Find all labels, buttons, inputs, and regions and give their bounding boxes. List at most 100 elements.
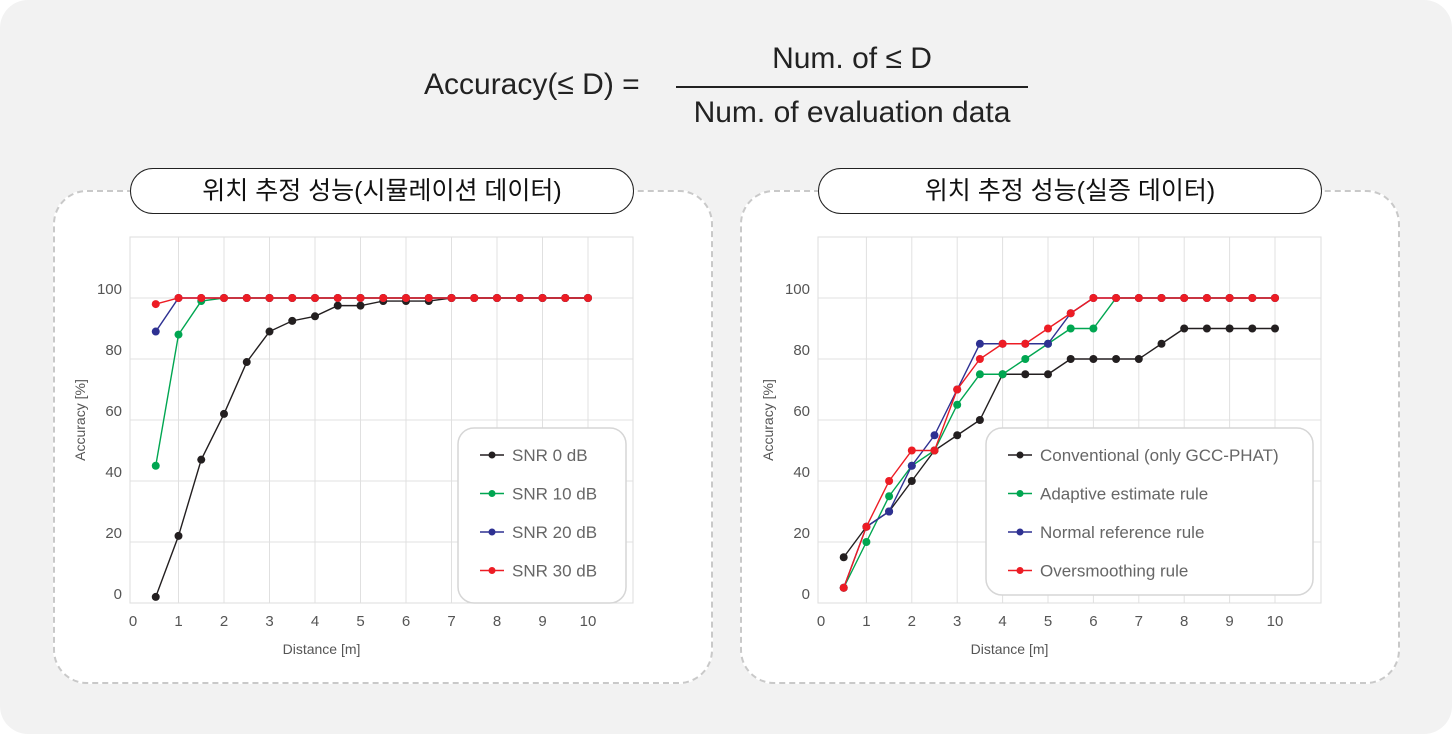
data-point xyxy=(1021,370,1030,379)
data-point xyxy=(151,300,160,309)
x-tick-label: 6 xyxy=(402,613,410,630)
data-point xyxy=(885,492,894,501)
data-point xyxy=(515,294,524,302)
x-tick-label: 8 xyxy=(1180,613,1188,630)
data-point xyxy=(356,294,365,302)
y-axis-label: Accuracy [%] xyxy=(72,379,88,461)
x-tick-label: 7 xyxy=(1135,613,1143,630)
data-point xyxy=(885,477,894,485)
x-axis-label: Distance [m] xyxy=(971,641,1049,657)
data-point xyxy=(1225,294,1234,302)
y-axis-label: Accuracy [%] xyxy=(760,379,776,461)
data-point xyxy=(839,583,848,592)
data-point xyxy=(907,477,916,485)
data-point xyxy=(1134,355,1143,363)
data-point xyxy=(998,370,1007,379)
y-tick-label: 20 xyxy=(793,525,810,542)
y-tick-label: 60 xyxy=(793,403,810,420)
x-tick-label: 2 xyxy=(908,613,916,630)
data-point xyxy=(311,312,319,321)
data-point xyxy=(1134,294,1143,302)
data-point xyxy=(975,416,984,424)
legend-marker xyxy=(488,490,496,497)
y-tick-label: 80 xyxy=(105,342,122,359)
data-point xyxy=(1248,294,1257,302)
y-tick-label: 40 xyxy=(793,464,810,481)
data-point xyxy=(174,294,183,302)
data-point xyxy=(1066,309,1075,318)
data-point xyxy=(1180,294,1189,302)
data-point xyxy=(561,294,570,302)
data-point xyxy=(1157,294,1166,302)
legend-label: Normal reference rule xyxy=(1040,523,1204,542)
y-tick-label: 20 xyxy=(105,525,122,542)
data-point xyxy=(265,294,274,302)
data-point xyxy=(220,294,228,302)
data-point xyxy=(265,327,274,336)
data-point xyxy=(930,446,939,455)
legend-marker xyxy=(488,567,496,574)
data-point xyxy=(1066,324,1075,333)
data-point xyxy=(288,294,297,302)
x-tick-label: 6 xyxy=(1089,613,1097,630)
data-point xyxy=(1021,355,1030,363)
legend-marker xyxy=(488,451,496,459)
x-tick-label: 7 xyxy=(447,613,455,630)
data-point xyxy=(493,294,501,302)
data-point xyxy=(197,455,206,464)
data-point xyxy=(1044,370,1052,379)
data-point xyxy=(220,409,228,418)
x-axis-label: Distance [m] xyxy=(283,641,361,657)
data-point xyxy=(1112,355,1121,363)
x-tick-label: 8 xyxy=(493,613,501,630)
legend-marker xyxy=(488,528,496,536)
data-point xyxy=(839,553,848,562)
data-point xyxy=(174,531,183,540)
y-tick-label: 80 xyxy=(793,342,810,359)
legend-marker xyxy=(1016,567,1024,574)
data-point xyxy=(1066,355,1075,363)
x-tick-label: 5 xyxy=(356,613,364,630)
x-tick-label: 4 xyxy=(311,613,319,630)
x-tick-label: 2 xyxy=(220,613,228,630)
data-point xyxy=(1271,294,1279,302)
data-point xyxy=(151,461,160,470)
data-point xyxy=(356,301,365,310)
data-point xyxy=(151,592,160,601)
data-point xyxy=(953,400,962,409)
data-point xyxy=(402,294,410,302)
data-point xyxy=(288,316,297,325)
x-tick-label: 5 xyxy=(1044,613,1052,630)
data-point xyxy=(907,446,916,455)
data-point xyxy=(907,461,916,470)
data-point xyxy=(930,431,939,440)
data-point xyxy=(311,294,319,302)
legend-label: SNR 0 dB xyxy=(512,446,588,465)
legend-label: SNR 30 dB xyxy=(512,562,597,581)
data-point xyxy=(1157,339,1166,348)
y-tick-label: 40 xyxy=(105,464,122,481)
x-tick-label: 1 xyxy=(174,613,182,630)
x-tick-label: 3 xyxy=(265,613,273,630)
data-point xyxy=(975,370,984,379)
data-point xyxy=(174,330,183,339)
formula-numerator: Num. of ≤ D xyxy=(772,42,932,75)
legend-label: Adaptive estimate rule xyxy=(1040,485,1208,504)
y-tick-label: 100 xyxy=(97,281,122,298)
data-point xyxy=(333,301,342,310)
data-point xyxy=(953,385,962,394)
data-point xyxy=(242,358,251,367)
legend-label: Oversmoothing rule xyxy=(1040,562,1188,581)
data-point xyxy=(885,507,894,516)
data-point xyxy=(470,294,479,302)
x-tick-label: 9 xyxy=(1225,613,1233,630)
data-point xyxy=(379,294,388,302)
x-tick-label: 0 xyxy=(817,613,825,630)
legend-marker xyxy=(1016,451,1024,459)
x-tick-label: 0 xyxy=(129,613,137,630)
fraction-bar xyxy=(676,86,1028,88)
x-tick-label: 9 xyxy=(538,613,546,630)
data-point xyxy=(862,538,871,546)
legend-marker xyxy=(1016,490,1024,497)
